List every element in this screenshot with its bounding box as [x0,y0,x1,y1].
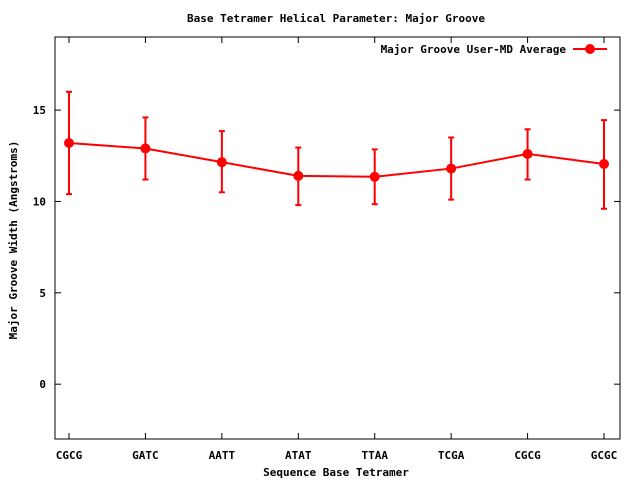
x-tick-label: ATAT [285,449,312,462]
x-tick-label: GATC [132,449,159,462]
data-point [216,157,227,168]
y-tick-label: 5 [39,287,46,300]
y-tick-label: 15 [33,104,46,117]
data-point [446,163,457,174]
x-tick-label: TTAA [361,449,388,462]
legend-label: Major Groove User-MD Average [381,43,567,56]
y-tick-label: 0 [39,378,46,391]
legend-marker [585,44,595,54]
x-tick-label: CGCG [56,449,83,462]
data-point [64,137,74,148]
x-axis-label: Sequence Base Tetramer [263,466,409,479]
x-tick-label: CGCG [514,449,541,462]
y-tick-label: 10 [33,195,46,208]
data-point [293,170,304,181]
series-line [68,141,605,178]
data-point [522,148,533,159]
data-point [599,158,609,169]
chart-title: Base Tetramer Helical Parameter: Major G… [187,12,485,25]
x-tick-label: AATT [209,449,236,462]
plot-frame [54,36,621,440]
data-point [369,171,380,182]
y-axis-label: Major Groove Width (Angstroms) [7,141,20,340]
legend: Major Groove User-MD Average [381,43,607,56]
x-tick-label: GCGC [591,449,618,462]
x-tick-label: TCGA [438,449,465,462]
axis-ticks [55,37,620,439]
data-point [140,143,151,154]
series-layer [64,90,609,210]
tick-labels: 0 5 10 15 CGCG GATC AATT ATAT TTAA TCGA CGCG GCGC [33,104,618,462]
